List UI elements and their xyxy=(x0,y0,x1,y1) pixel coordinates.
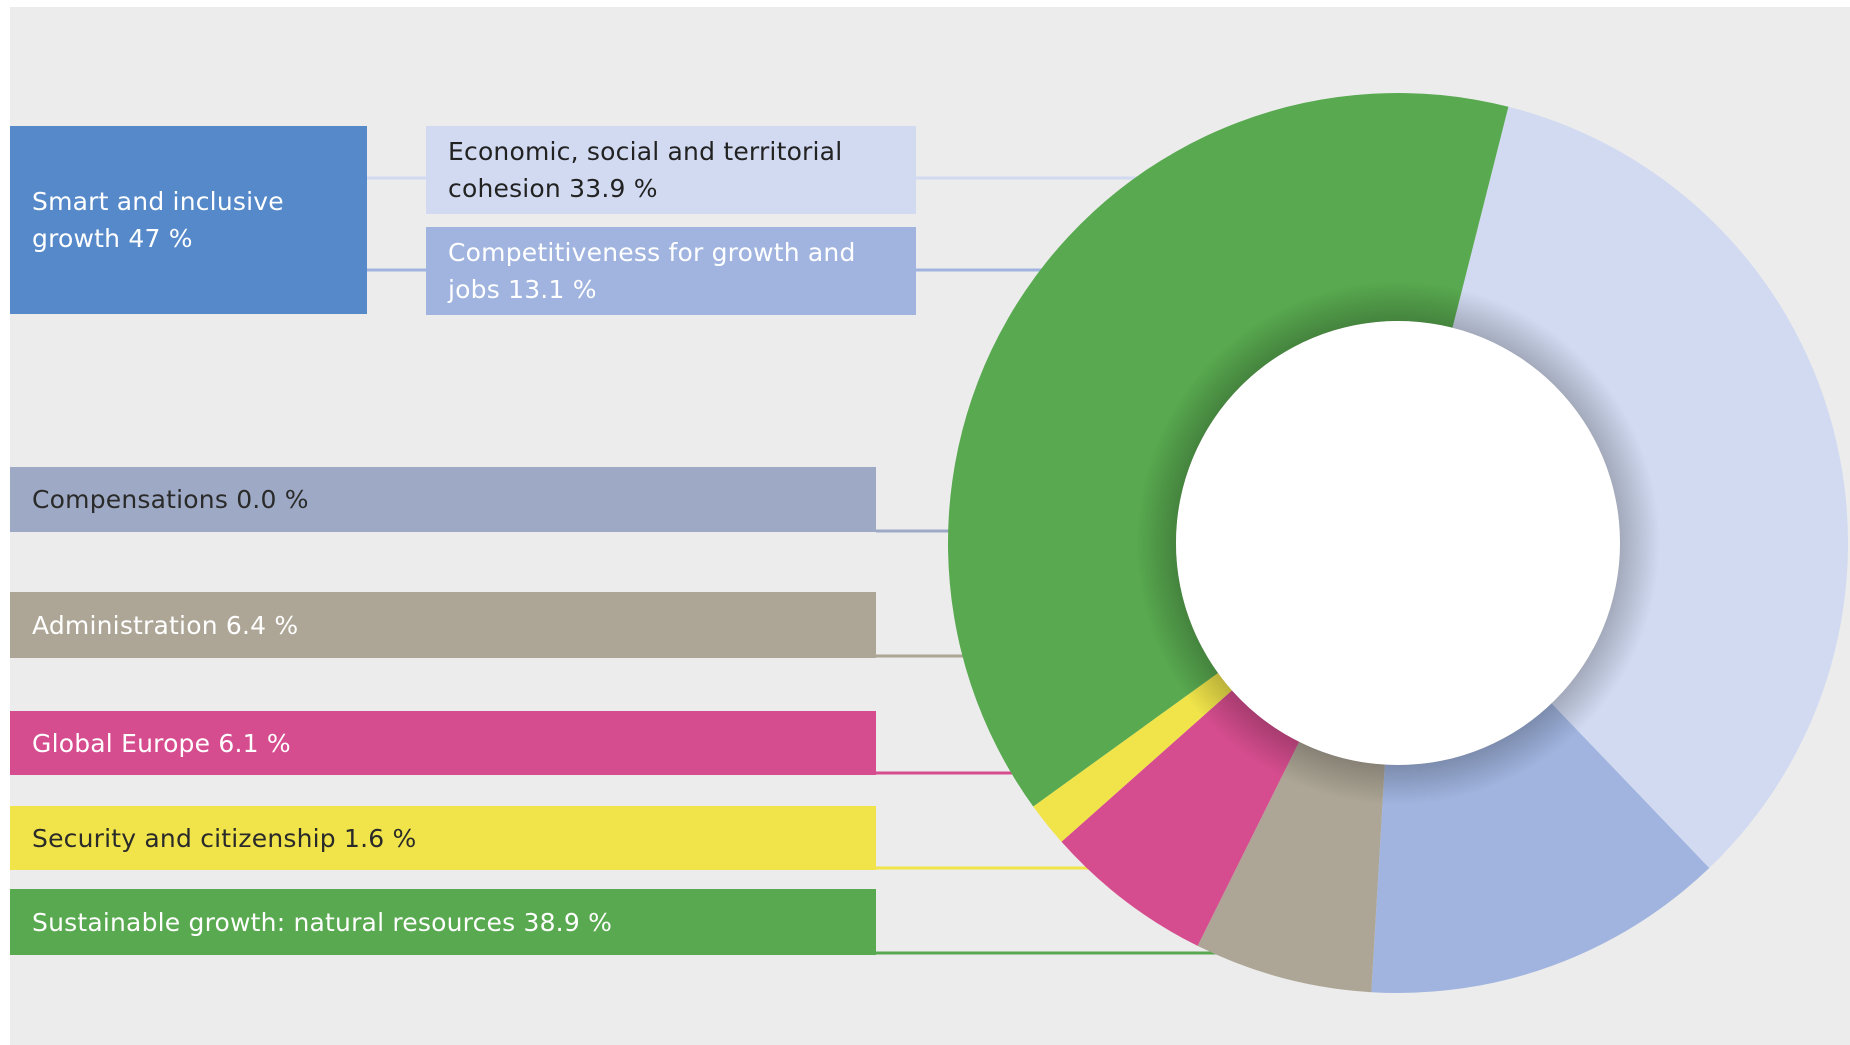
legend-label-compensations: Compensations 0.0 % xyxy=(32,485,309,514)
legend-global-europe: Global Europe 6.1 % xyxy=(10,711,876,775)
legend-label-security-citizenship: Security and citizenship 1.6 % xyxy=(32,823,417,853)
legend-label-sustainable-growth-natural-resources: Sustainable growth: natural resources 38… xyxy=(32,907,613,937)
donut-hole xyxy=(1176,321,1620,765)
legend-sustainable-growth-natural-resources: Sustainable growth: natural resources 38… xyxy=(10,889,876,955)
legend-administration: Administration 6.4 % xyxy=(10,592,876,658)
legend-label-economic-social-territorial-cohesion: Economic, social and territorial cohesio… xyxy=(448,137,843,203)
legend-security-citizenship: Security and citizenship 1.6 % xyxy=(10,806,876,870)
legend-compensations: Compensations 0.0 % xyxy=(10,467,876,532)
legend-competitiveness-growth-jobs: Competitiveness for growth and jobs 13.1… xyxy=(426,227,916,315)
legend-label-administration: Administration 6.4 % xyxy=(32,610,299,640)
legend-label-global-europe: Global Europe 6.1 % xyxy=(32,728,291,758)
legend-economic-social-territorial-cohesion: Economic, social and territorial cohesio… xyxy=(426,126,916,214)
legend-label-smart-inclusive-growth: Smart and inclusive growth 47 % xyxy=(32,187,284,253)
legend-label-competitiveness-growth-jobs: Competitiveness for growth and jobs 13.1… xyxy=(448,238,856,304)
legend-smart-inclusive-growth: Smart and inclusive growth 47 % xyxy=(10,126,367,314)
